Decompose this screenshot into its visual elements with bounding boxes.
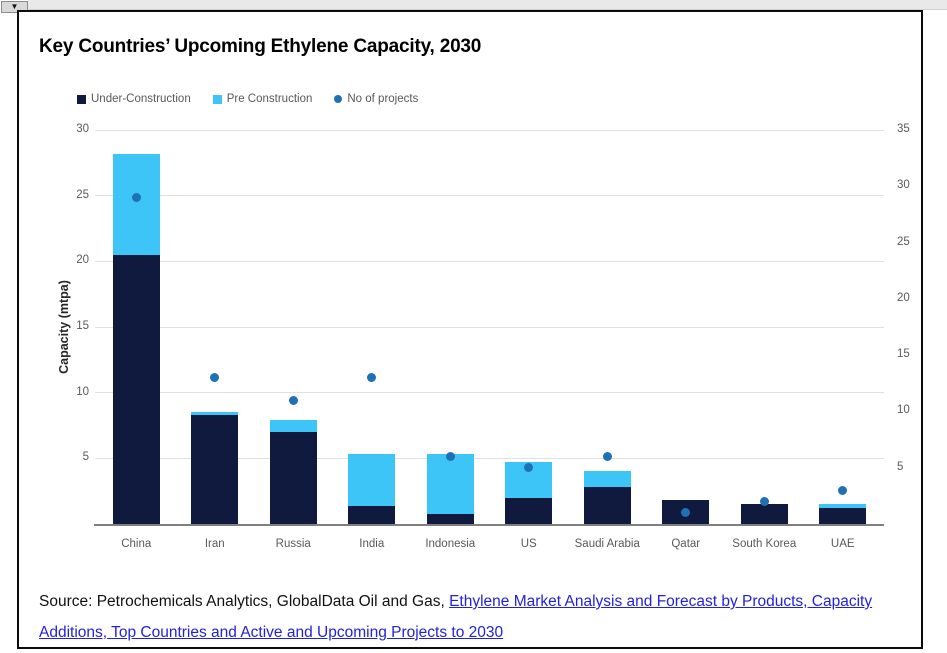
- x-axis-label-india: India: [359, 538, 385, 550]
- marker-no-of-projects-india: [367, 373, 377, 383]
- bar-segment-pre-construction-indonesia: [426, 454, 474, 514]
- legend-square-marker-icon: [212, 94, 222, 104]
- spreadsheet-top-strip: [28, 0, 947, 10]
- legend-item: Pre Construction: [212, 93, 313, 105]
- source-report-link[interactable]: Ethylene Market Analysis and Forecast by…: [39, 593, 873, 641]
- x-axis-line: [94, 524, 884, 526]
- y-axis-tick-label-right: 15: [897, 348, 910, 361]
- bar-segment-pre-construction-russia: [269, 420, 317, 433]
- x-axis-label-indonesia: Indonesia: [425, 538, 476, 550]
- x-axis-label-uae: UAE: [830, 538, 855, 550]
- legend-item: Under-Construction: [77, 93, 191, 105]
- bar-segment-under-construction-indonesia: [426, 513, 474, 524]
- gridline: [95, 457, 884, 459]
- bar-segment-under-construction-russia: [269, 432, 317, 524]
- legend-circle-marker-icon: [334, 95, 343, 103]
- source-prefix-text: Source: Petrochemicals Analytics, Global…: [39, 593, 450, 610]
- y-axis-tick-label-left: 30: [76, 123, 89, 135]
- chart-legend: Under-Construction Pre Construction No of …: [77, 93, 418, 105]
- legend-label: No of projects: [347, 93, 419, 105]
- y-axis-tick-label-right: 10: [897, 404, 910, 417]
- bar-segment-pre-construction-saudi-arabia: [583, 471, 631, 488]
- plot-area: [94, 129, 884, 526]
- y-axis-tick-label-right: 30: [897, 179, 910, 192]
- x-axis-label-saudi-arabia: Saudi Arabia: [574, 538, 640, 550]
- legend-label: Pre Construction: [226, 93, 313, 105]
- x-axis-label-china: China: [121, 538, 152, 550]
- x-axis-label-russia: Russia: [275, 538, 311, 550]
- marker-no-of-projects-qatar: [681, 508, 691, 518]
- y-axis-tick-label-left: 25: [76, 188, 89, 201]
- chevron-down-icon: ▼: [10, 2, 19, 11]
- x-axis-label-iran: Iran: [204, 538, 225, 550]
- y-axis-tick-label-right: 20: [897, 291, 910, 304]
- marker-no-of-projects-us: [524, 463, 534, 473]
- marker-no-of-projects-china: [131, 193, 141, 203]
- y-axis-tick-label-left: 5: [82, 451, 89, 464]
- gridline: [95, 129, 884, 131]
- marker-no-of-projects-saudi-arabia: [602, 451, 612, 461]
- bar-segment-under-construction-india: [348, 505, 396, 524]
- legend-item: No of projects: [334, 93, 418, 105]
- bar-segment-pre-construction-iran: [191, 412, 239, 415]
- x-axis-label-qatar: Qatar: [671, 538, 701, 550]
- y-axis-tick-label-right: 5: [897, 460, 904, 473]
- legend-label: Under-Construction: [91, 93, 191, 105]
- x-axis-label-south-korea: South Korea: [732, 538, 797, 550]
- bar-segment-under-construction-south-korea: [740, 504, 788, 524]
- marker-no-of-projects-south-korea: [759, 496, 769, 506]
- gridline: [95, 260, 884, 262]
- gridline: [95, 392, 884, 394]
- marker-no-of-projects-russia: [288, 395, 298, 405]
- marker-no-of-projects-indonesia: [445, 451, 455, 461]
- y-axis-tick-label-right: 35: [897, 123, 910, 135]
- x-axis-label-us: US: [520, 538, 537, 550]
- bar-segment-under-construction-saudi-arabia: [583, 487, 631, 524]
- chart-panel: Key Countries’ Upcoming Ethylene Capacit…: [17, 10, 923, 649]
- y-axis-tick-label-left: 15: [76, 320, 89, 332]
- gridline: [95, 195, 884, 197]
- gridline: [95, 326, 884, 328]
- y-axis-tick-label-right: 25: [897, 235, 910, 248]
- source-note: Source: Petrochemicals Analytics, Global…: [39, 586, 915, 648]
- chart-title: Key Countries’ Upcoming Ethylene Capacit…: [39, 36, 482, 57]
- bar-segment-under-construction-uae: [819, 508, 867, 524]
- bar-segment-pre-construction-china: [112, 153, 160, 255]
- bar-segment-under-construction-china: [112, 254, 160, 524]
- bar-segment-under-construction-us: [505, 497, 553, 524]
- legend-square-marker-icon: [77, 94, 86, 104]
- marker-no-of-projects-uae: [838, 485, 848, 495]
- bar-segment-pre-construction-india: [348, 454, 396, 506]
- y-axis-tick-label-left: 10: [76, 385, 89, 398]
- bar-segment-pre-construction-uae: [819, 504, 867, 509]
- bar-segment-under-construction-iran: [191, 415, 239, 524]
- marker-no-of-projects-iran: [210, 373, 220, 383]
- y-axis-tick-label-left: 20: [76, 254, 89, 267]
